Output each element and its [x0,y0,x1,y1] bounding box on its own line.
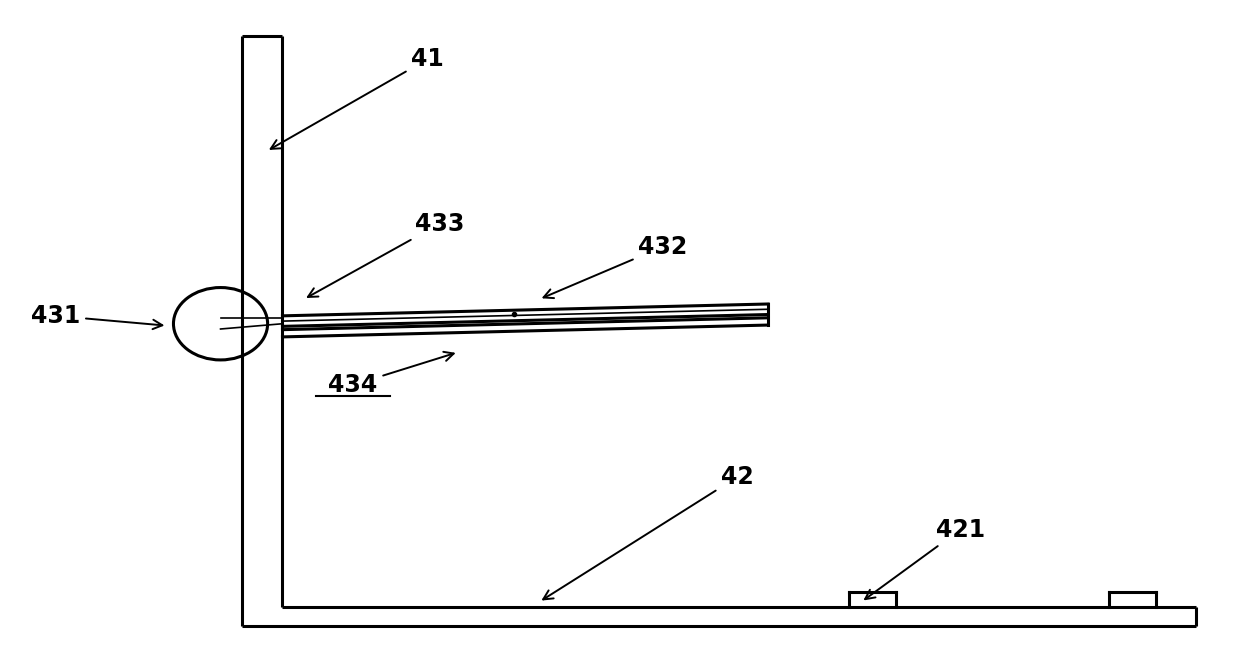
Text: 41: 41 [270,47,444,149]
Text: 431: 431 [31,304,162,329]
Text: 433: 433 [307,212,465,297]
Text: 42: 42 [543,465,753,599]
Text: 432: 432 [544,235,688,298]
Text: 421: 421 [865,518,985,599]
Text: 434: 434 [328,352,453,397]
